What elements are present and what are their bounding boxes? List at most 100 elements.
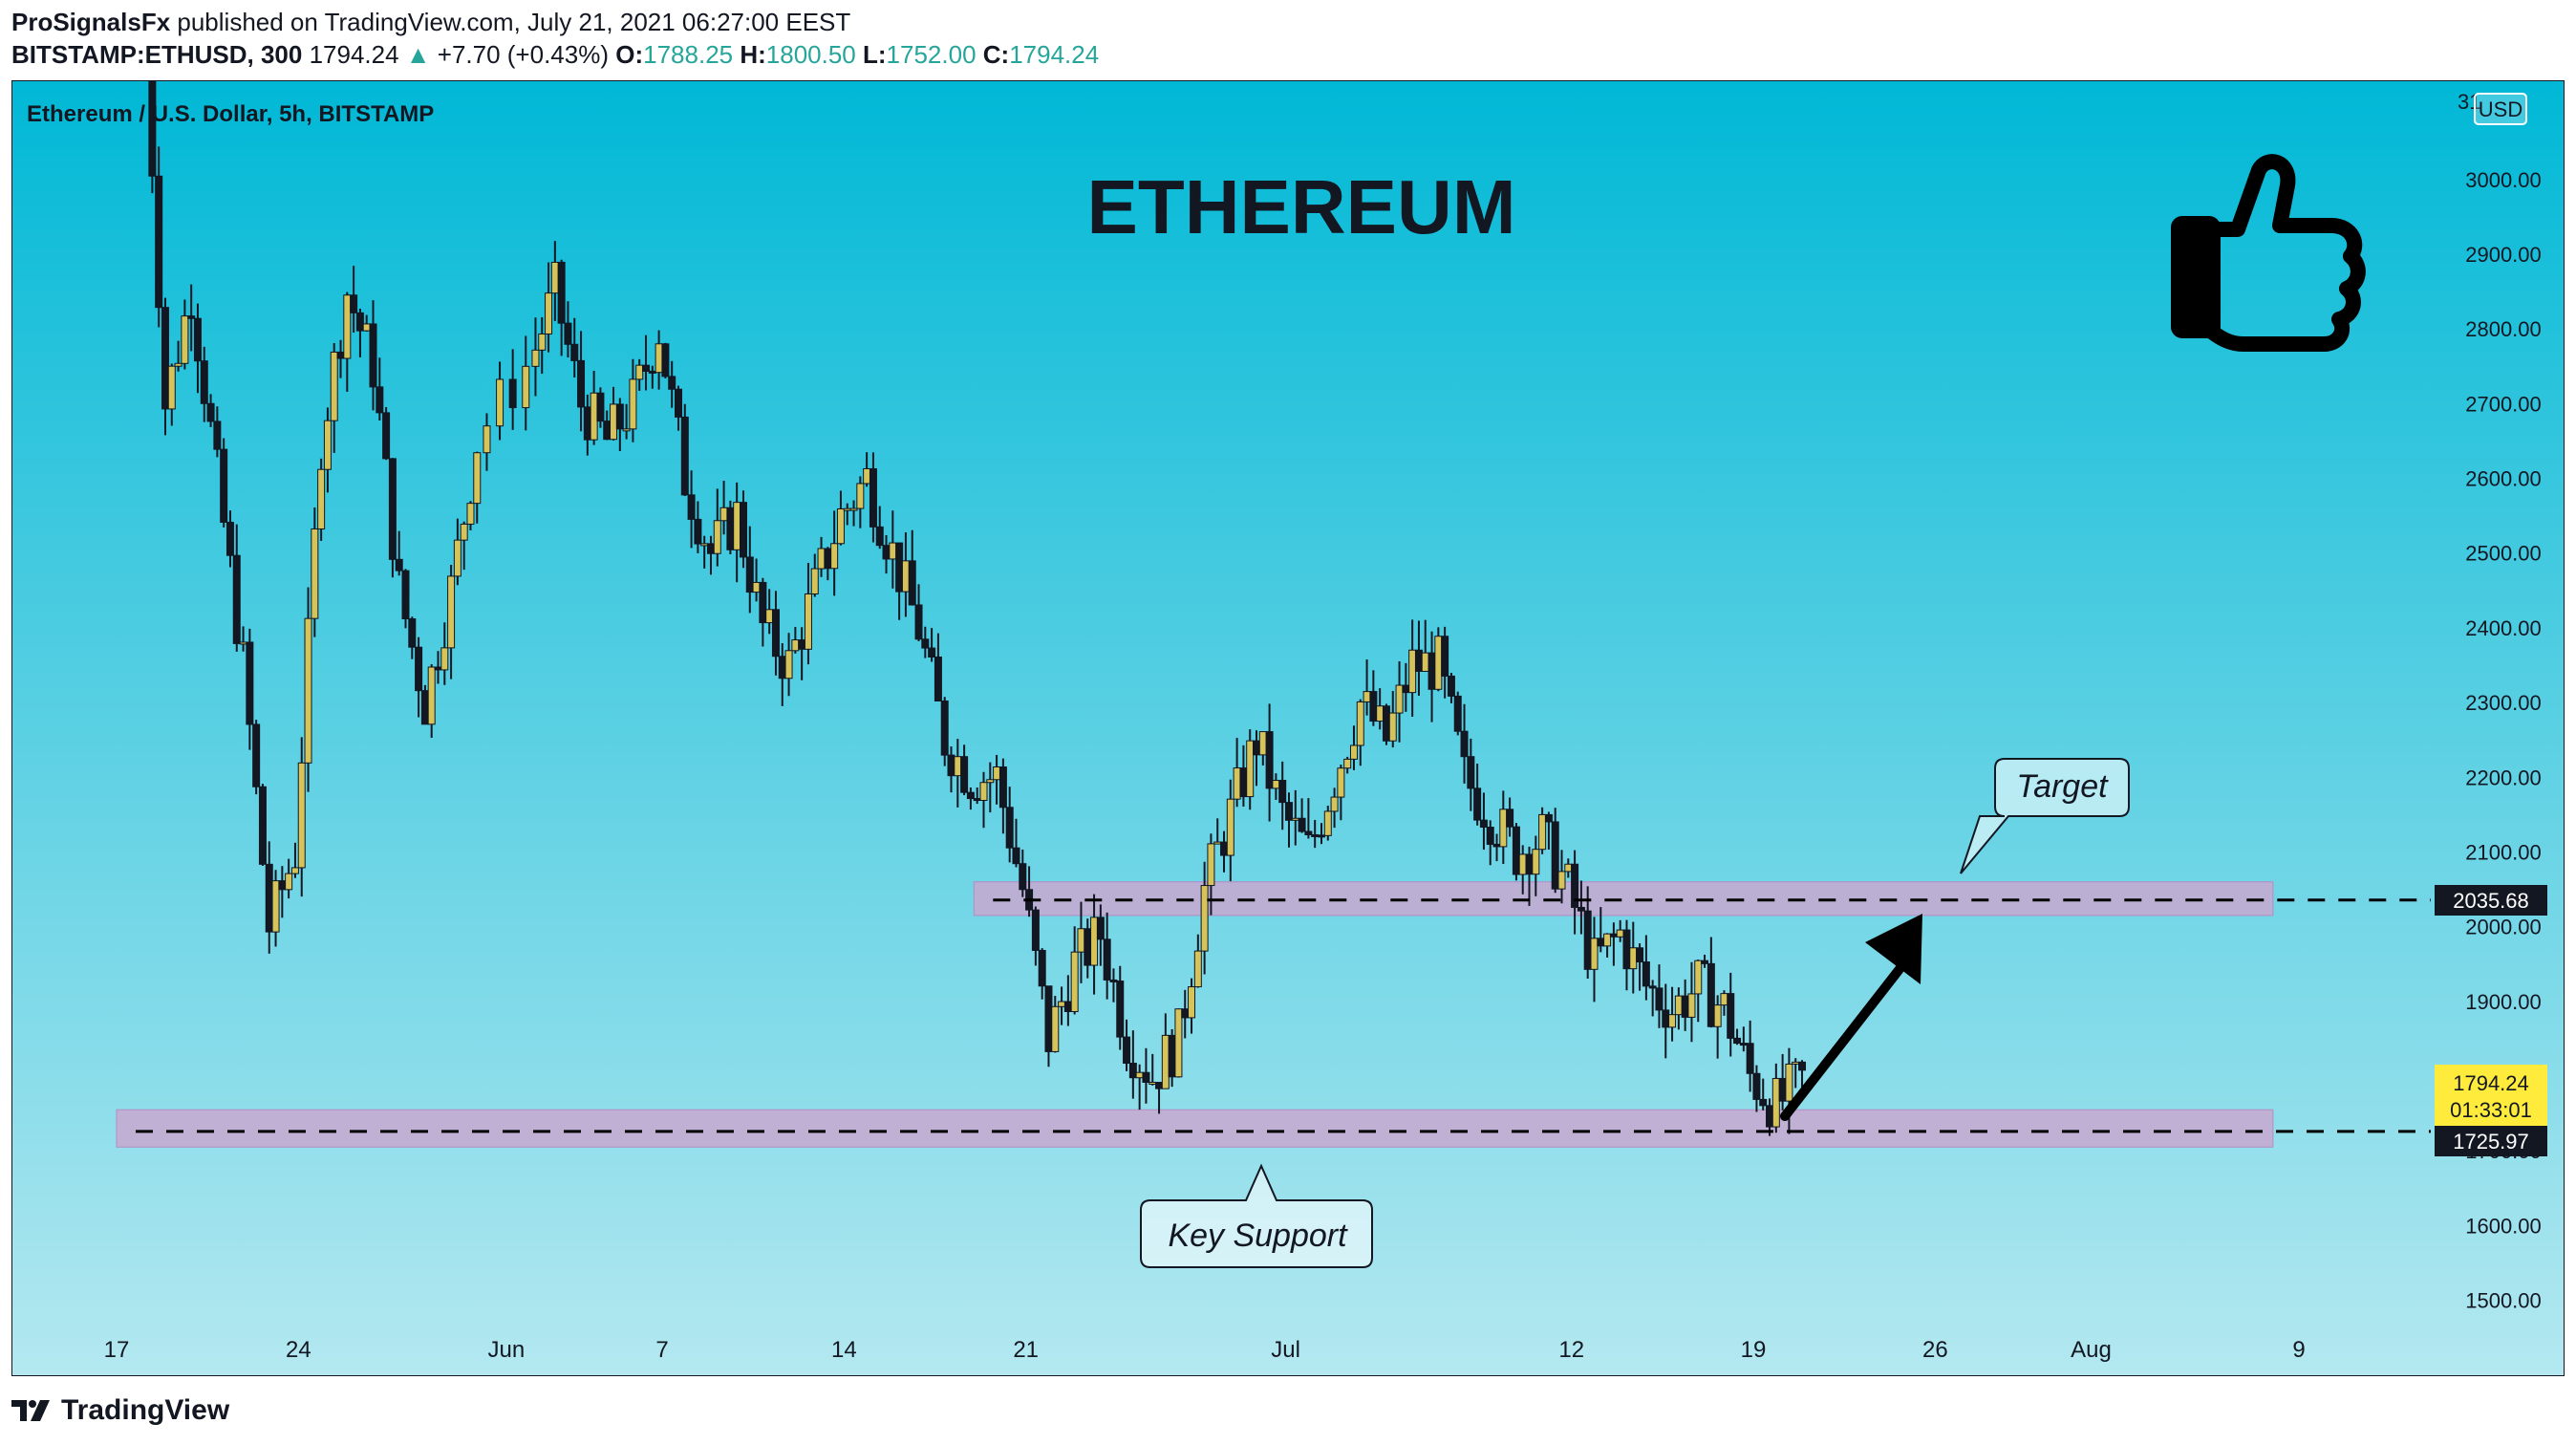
candle <box>285 858 293 899</box>
price-tick-label: 3000.00 <box>2465 168 2542 192</box>
candle <box>1479 792 1488 851</box>
candle <box>1506 797 1514 837</box>
candle <box>914 584 923 642</box>
price-tick-label: 1900.00 <box>2465 990 2542 1014</box>
support-zone[interactable] <box>116 1109 2274 1148</box>
price-tick-label: 1500.00 <box>2465 1289 2542 1313</box>
candle <box>1070 926 1079 1015</box>
key-support-callout[interactable]: Key Support <box>1140 1163 1373 1268</box>
price-change: +7.70 (+0.43%) <box>437 40 609 69</box>
candle <box>252 720 261 795</box>
resistance-price-tag: 2035.68 <box>2435 885 2547 916</box>
candle <box>675 385 683 431</box>
candle <box>784 633 793 697</box>
candle <box>1453 691 1462 736</box>
candle <box>694 501 702 553</box>
support-price-text: 1725.97 <box>2453 1130 2529 1154</box>
thumbs-up-icon <box>2171 154 2366 352</box>
candle <box>1460 703 1469 784</box>
chart-svg[interactable]: 1500.001600.001700.001800.001900.002000.… <box>11 0 2565 1377</box>
candle <box>986 762 995 813</box>
candle <box>668 360 676 408</box>
candle <box>1752 1065 1761 1112</box>
candle <box>1226 779 1234 882</box>
candle <box>1551 808 1559 894</box>
tradingview-logo-icon <box>11 1400 50 1421</box>
chart-background <box>11 79 2565 1377</box>
candle <box>810 553 819 597</box>
candle <box>1123 1019 1131 1071</box>
open-label: O: <box>615 40 644 69</box>
candle <box>1727 972 1735 1057</box>
time-tick-label: 24 <box>286 1337 311 1363</box>
time-tick-label: 19 <box>1741 1337 1767 1363</box>
candle <box>830 510 839 596</box>
target-callout[interactable]: Target <box>1960 758 2130 874</box>
zones-layer <box>116 881 2274 1148</box>
candle <box>1473 764 1482 826</box>
candle <box>508 349 517 430</box>
price-tick-label: 2300.00 <box>2465 691 2542 715</box>
candle <box>258 784 267 867</box>
candle <box>1544 811 1553 851</box>
candle <box>1356 699 1364 766</box>
candle <box>869 452 877 543</box>
author-name[interactable]: ProSignalsFx <box>11 8 171 36</box>
candle <box>1499 790 1508 865</box>
target-label: Target <box>2016 768 2109 805</box>
candle <box>415 636 423 718</box>
candle <box>155 146 163 328</box>
candle <box>330 343 338 453</box>
candle <box>1557 850 1566 904</box>
candle <box>531 317 540 397</box>
currency-badge-text: USD <box>2479 97 2522 121</box>
candle <box>545 262 553 353</box>
candle <box>934 633 942 702</box>
candle <box>388 458 397 578</box>
time-tick-label: 9 <box>2292 1337 2305 1363</box>
candle <box>213 406 222 458</box>
candle <box>635 358 644 391</box>
candle <box>966 787 975 810</box>
chart-frame[interactable]: 1500.001600.001700.001800.001900.002000.… <box>11 0 2565 1377</box>
time-tick-label: Jun <box>488 1337 526 1363</box>
candle <box>739 490 747 569</box>
candle <box>161 297 169 436</box>
candle <box>1648 980 1657 1017</box>
candle <box>1571 850 1579 935</box>
candle <box>1265 703 1274 822</box>
candle <box>979 771 988 829</box>
candle <box>453 518 462 586</box>
price-tick-label: 2200.00 <box>2465 766 2542 789</box>
candle <box>1395 660 1404 743</box>
candle <box>355 308 364 358</box>
candle <box>1330 787 1339 829</box>
candle <box>193 303 202 394</box>
candle <box>1771 1063 1780 1133</box>
candle <box>1759 1078 1768 1111</box>
time-tick-label: 21 <box>1013 1337 1039 1363</box>
currency-badge[interactable] <box>2474 93 2527 125</box>
candle <box>1128 1030 1137 1099</box>
last-price-tag-text: 1794.24 <box>2453 1071 2529 1095</box>
candle <box>167 363 176 426</box>
footer-brand[interactable]: TradingView <box>11 1391 229 1430</box>
candle <box>174 340 182 372</box>
candle <box>1655 964 1664 1028</box>
candle <box>960 744 969 796</box>
high-value: 1800.50 <box>765 40 856 69</box>
ohlc-line: BITSTAMP:ETHUSD, 300 1794.24 ▲ +7.70 (+0… <box>11 40 1099 70</box>
candle <box>1038 948 1046 1000</box>
candle <box>225 510 234 568</box>
candle <box>849 500 858 527</box>
candle <box>1323 806 1332 841</box>
candle <box>246 628 254 750</box>
candle <box>427 663 436 739</box>
price-tick-label: 2100.00 <box>2465 840 2542 864</box>
candle <box>1538 807 1547 854</box>
big-title: ETHEREUM <box>1087 164 1516 249</box>
price-tick-label: 2600.00 <box>2465 467 2542 491</box>
candle <box>1382 703 1390 745</box>
candle <box>466 501 475 530</box>
low-value: 1752.00 <box>886 40 977 69</box>
